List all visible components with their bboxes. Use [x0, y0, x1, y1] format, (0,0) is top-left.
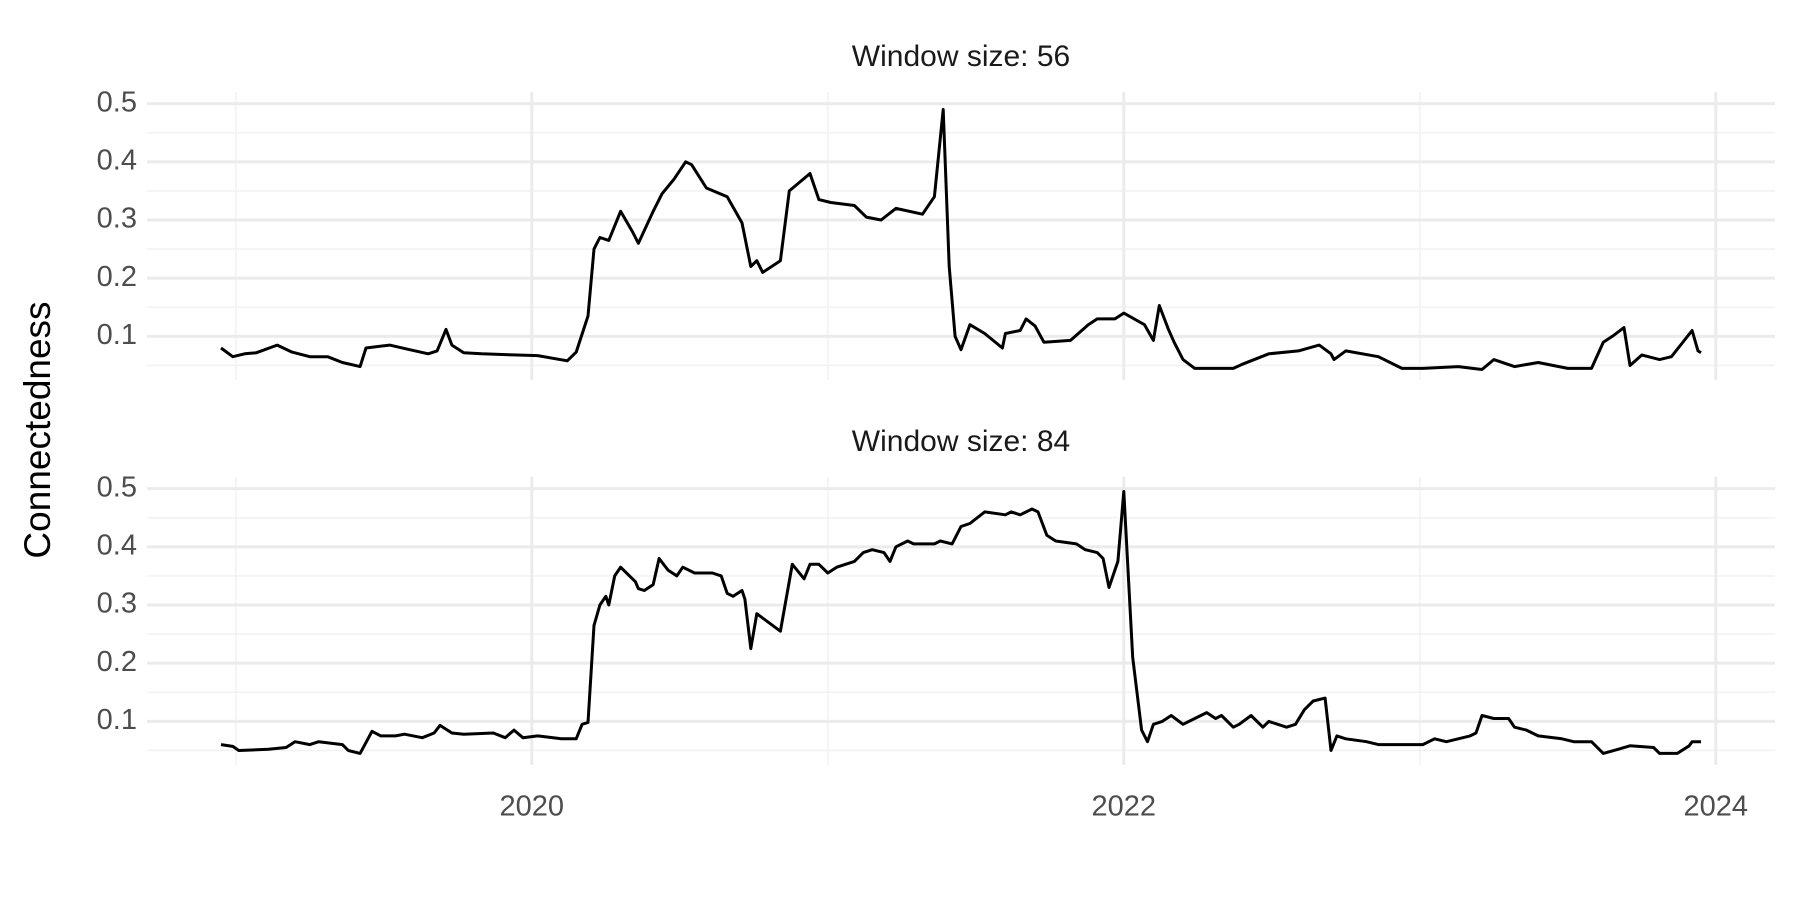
x-tick-label: 2022	[1092, 791, 1157, 823]
y-tick-label: 0.5	[97, 471, 137, 503]
y-tick-label: 0.2	[97, 646, 137, 678]
panel-title: Window size: 56	[852, 40, 1070, 73]
x-tick-label: 2024	[1684, 791, 1749, 823]
y-tick-label: 0.1	[97, 319, 137, 351]
y-tick-label: 0.3	[97, 588, 137, 620]
x-tick-label: 2020	[500, 791, 565, 823]
y-tick-label: 0.1	[97, 704, 137, 736]
line	[220, 108, 1702, 371]
y-tick-label: 0.4	[97, 529, 137, 561]
y-axis-label: Connectedness	[17, 301, 58, 558]
y-tick-label: 0.4	[97, 144, 137, 176]
panel-title: Window size: 84	[852, 425, 1070, 458]
y-tick-label: 0.2	[97, 261, 137, 293]
y-tick-label: 0.3	[97, 203, 137, 235]
y-tick-label: 0.5	[97, 86, 137, 118]
line	[220, 490, 1701, 755]
